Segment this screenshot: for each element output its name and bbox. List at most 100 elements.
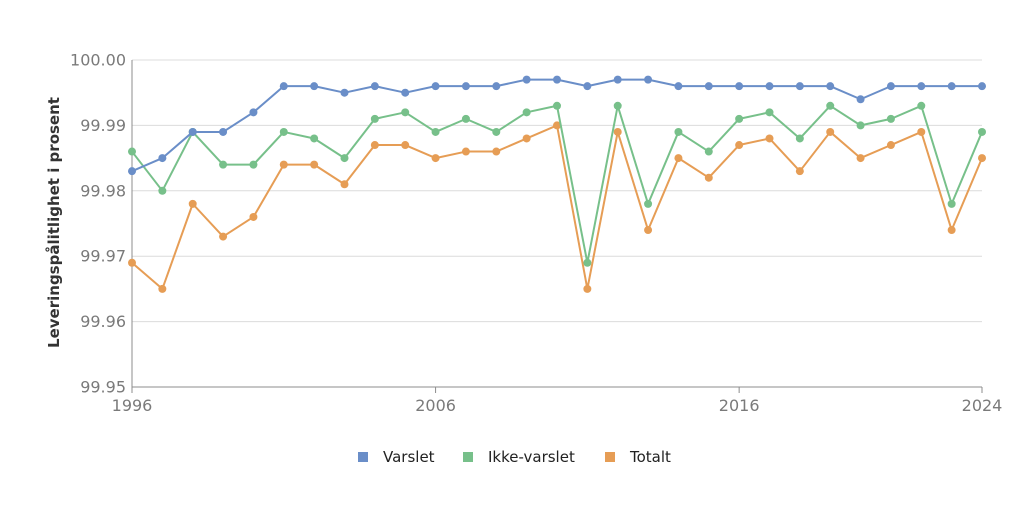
data-point[interactable] xyxy=(492,82,501,91)
data-point[interactable] xyxy=(340,180,349,189)
data-point[interactable] xyxy=(461,147,470,156)
data-point[interactable] xyxy=(279,160,288,169)
data-point[interactable] xyxy=(219,127,228,136)
data-point[interactable] xyxy=(613,101,622,110)
data-point[interactable] xyxy=(431,154,440,163)
data-point[interactable] xyxy=(188,199,197,208)
data-point[interactable] xyxy=(553,121,561,130)
data-point[interactable] xyxy=(401,108,410,117)
data-point[interactable] xyxy=(158,186,167,195)
data-point[interactable] xyxy=(826,101,835,110)
data-point[interactable] xyxy=(613,127,622,136)
data-point[interactable] xyxy=(765,82,774,91)
y-tick-label: 99.95 xyxy=(80,378,126,397)
data-point[interactable] xyxy=(310,82,319,91)
data-point[interactable] xyxy=(188,127,197,136)
data-point[interactable] xyxy=(461,114,470,123)
data-point[interactable] xyxy=(644,226,653,235)
data-point[interactable] xyxy=(704,147,713,156)
x-tick-label: 1996 xyxy=(112,396,153,415)
data-point[interactable] xyxy=(219,232,228,241)
y-tick-label: 99.99 xyxy=(80,116,126,135)
data-point[interactable] xyxy=(553,75,561,84)
data-point[interactable] xyxy=(128,258,136,267)
data-point[interactable] xyxy=(765,134,774,143)
data-point[interactable] xyxy=(613,75,622,84)
data-point[interactable] xyxy=(826,82,835,91)
data-point[interactable] xyxy=(401,141,410,150)
data-point[interactable] xyxy=(431,127,440,136)
data-point[interactable] xyxy=(219,160,228,169)
data-point[interactable] xyxy=(674,154,683,163)
data-point[interactable] xyxy=(249,160,258,169)
data-point[interactable] xyxy=(158,154,167,163)
data-point[interactable] xyxy=(431,82,440,91)
data-point[interactable] xyxy=(370,141,379,150)
data-point[interactable] xyxy=(249,108,258,117)
data-point[interactable] xyxy=(947,82,956,91)
data-point[interactable] xyxy=(128,147,136,156)
data-point[interactable] xyxy=(886,82,895,91)
data-point[interactable] xyxy=(310,134,319,143)
data-point[interactable] xyxy=(947,226,956,235)
data-point[interactable] xyxy=(886,141,895,150)
data-point[interactable] xyxy=(249,212,258,221)
data-point[interactable] xyxy=(644,75,653,84)
data-point[interactable] xyxy=(279,127,288,136)
data-point[interactable] xyxy=(279,82,288,91)
data-point[interactable] xyxy=(917,101,926,110)
data-point[interactable] xyxy=(856,154,865,163)
data-point[interactable] xyxy=(158,284,167,293)
data-point[interactable] xyxy=(978,82,986,91)
y-tick-label: 100.00 xyxy=(70,51,126,70)
data-point[interactable] xyxy=(704,173,713,182)
data-point[interactable] xyxy=(735,82,744,91)
y-axis: 99.95 99.96 99.97 99.98 99.99 100.00 xyxy=(70,51,126,397)
data-point[interactable] xyxy=(704,82,713,91)
data-point[interactable] xyxy=(583,284,592,293)
data-point[interactable] xyxy=(886,114,895,123)
data-point[interactable] xyxy=(917,127,926,136)
x-tick-label: 2024 xyxy=(962,396,1003,415)
legend-item-varslet[interactable]: Varslet xyxy=(358,448,435,466)
y-axis-title: Leveringspålitlighet i prosent xyxy=(45,97,63,348)
data-point[interactable] xyxy=(735,114,744,123)
data-point[interactable] xyxy=(310,160,319,169)
data-point[interactable] xyxy=(674,82,683,91)
data-point[interactable] xyxy=(492,127,501,136)
data-point[interactable] xyxy=(856,95,865,104)
data-point[interactable] xyxy=(644,199,653,208)
data-point[interactable] xyxy=(370,114,379,123)
data-point[interactable] xyxy=(795,134,804,143)
data-point[interactable] xyxy=(674,127,683,136)
data-point[interactable] xyxy=(128,167,136,176)
data-point[interactable] xyxy=(765,108,774,117)
data-point[interactable] xyxy=(401,88,410,97)
data-point[interactable] xyxy=(795,82,804,91)
legend-item-totalt[interactable]: Totalt xyxy=(605,448,671,466)
data-point[interactable] xyxy=(856,121,865,130)
data-point[interactable] xyxy=(492,147,501,156)
data-point[interactable] xyxy=(917,82,926,91)
data-point[interactable] xyxy=(553,101,561,110)
data-point[interactable] xyxy=(795,167,804,176)
data-point[interactable] xyxy=(340,88,349,97)
data-point[interactable] xyxy=(461,82,470,91)
data-point[interactable] xyxy=(583,258,592,267)
data-point[interactable] xyxy=(978,154,986,163)
data-point[interactable] xyxy=(370,82,379,91)
data-point[interactable] xyxy=(735,141,744,150)
legend: Varslet Ikke-varslet Totalt xyxy=(358,448,671,466)
y-tick-label: 99.96 xyxy=(80,312,126,331)
legend-item-ikke-varslet[interactable]: Ikke-varslet xyxy=(463,448,575,466)
data-point[interactable] xyxy=(522,75,531,84)
data-point[interactable] xyxy=(522,134,531,143)
data-point[interactable] xyxy=(583,82,592,91)
data-point[interactable] xyxy=(826,127,835,136)
data-point[interactable] xyxy=(522,108,531,117)
data-point[interactable] xyxy=(947,199,956,208)
data-point[interactable] xyxy=(978,127,986,136)
data-point[interactable] xyxy=(340,154,349,163)
x-tick-label: 2006 xyxy=(415,396,456,415)
